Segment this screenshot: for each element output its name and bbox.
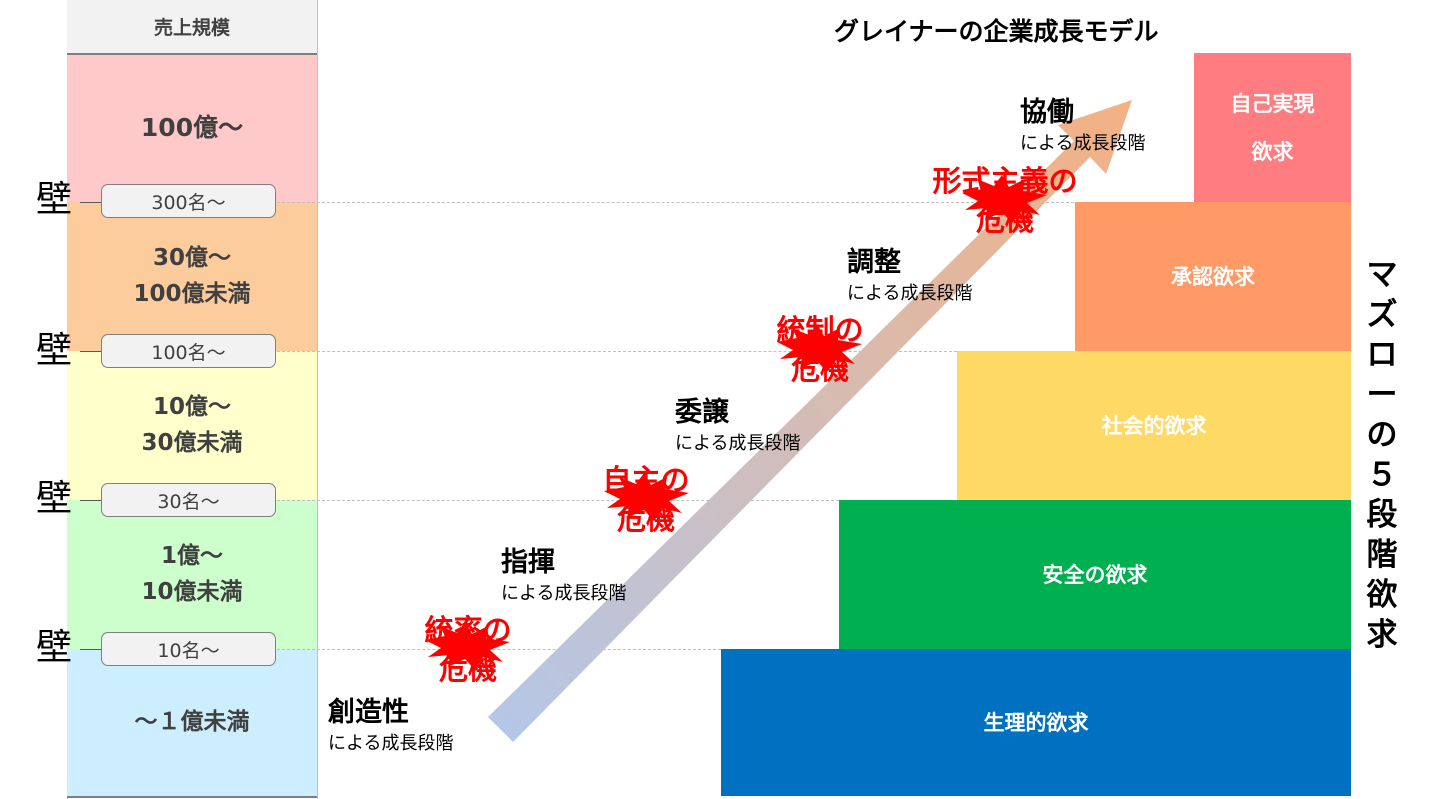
maslow-level-safety: 安全の欲求 (839, 500, 1351, 649)
stage-subtitle: による成長段階 (1020, 133, 1146, 154)
maslow-level-text: 自己実現 (1230, 91, 1315, 116)
stage-title: 委譲 (675, 397, 729, 428)
crisis-control: 統制の 危機 (760, 311, 880, 389)
stage-subtitle: による成長段階 (501, 583, 627, 604)
maslow-level-esteem: 承認欲求 (1075, 202, 1351, 351)
title-char: ５ (1366, 457, 1398, 493)
page-title: グレイナーの企業成長モデル (834, 17, 1159, 46)
title-char: 求 (1366, 617, 1398, 653)
band-text: 100億未満 (133, 280, 251, 307)
stage-direction: 指揮 による成長段階 (501, 540, 626, 605)
growth-arrow (488, 100, 1132, 742)
column-right-border (317, 0, 318, 799)
title-char: 欲 (1366, 577, 1398, 613)
title-char: ロ (1366, 337, 1398, 373)
crisis-red-tape: 形式主義の 危機 (920, 162, 1090, 240)
band-text: 1億〜 (160, 542, 223, 569)
band-text: 30億〜 (152, 244, 231, 271)
employee-count-badge: 30名〜 (101, 483, 276, 517)
revenue-column-bottom-line (67, 796, 317, 798)
revenue-band-under-1oku: 〜１億未満 (67, 649, 317, 796)
band-text: 10億未満 (141, 578, 243, 605)
crisis-leadership: 統率の 危機 (408, 611, 528, 689)
band-text: 30億未満 (141, 429, 243, 456)
revenue-band-1oku: 1億〜 10億未満 (67, 500, 317, 649)
stage-title: 指揮 (501, 547, 555, 578)
wall-dashed-line (277, 500, 839, 501)
maslow-level-physiological: 生理的欲求 (721, 649, 1351, 796)
maslow-level-text: 安全の欲求 (1042, 562, 1148, 587)
wall-tick (80, 351, 102, 352)
wall-label: 壁 (36, 330, 73, 371)
stage-coordination: 調整 による成長段階 (847, 240, 972, 305)
revenue-band-10oku: 10億〜 30億未満 (67, 351, 317, 500)
band-text: 100億〜 (140, 113, 244, 143)
wall-tick (80, 649, 102, 650)
maslow-level-self-actualization: 自己実現 欲求 (1194, 53, 1351, 202)
crisis-starburst-icon (604, 473, 689, 521)
revenue-band-30oku: 30億〜 100億未満 (67, 202, 317, 351)
stage-title: 協働 (1020, 97, 1074, 128)
title-char: ー (1366, 377, 1398, 413)
wall-label: 壁 (36, 478, 73, 519)
crisis-text: 統率の (424, 613, 512, 647)
stage-subtitle: による成長段階 (847, 283, 973, 304)
title-char: 階 (1366, 537, 1398, 573)
stage-subtitle: による成長段階 (675, 433, 801, 454)
crisis-starburst-icon (425, 622, 510, 670)
employee-count-badge: 10名〜 (101, 632, 276, 666)
band-text: 10億〜 (152, 393, 231, 420)
crisis-starburst-icon (962, 175, 1047, 223)
revenue-band-100oku: 100億〜 (67, 55, 317, 202)
band-text: 〜１億未満 (134, 708, 250, 735)
title-char: ズ (1366, 297, 1398, 333)
wall-dashed-line (277, 649, 721, 650)
stage-collaboration: 協働 による成長段階 (1020, 90, 1145, 155)
stage-subtitle: による成長段階 (328, 733, 454, 754)
employee-count-badge: 100名〜 (101, 334, 276, 368)
crisis-starburst-icon (777, 324, 862, 372)
wall-tick (80, 202, 102, 203)
maslow-level-text: 承認欲求 (1171, 264, 1255, 289)
crisis-text: 危機 (616, 502, 675, 536)
stage-creativity: 創造性 による成長段階 (328, 690, 453, 755)
stage-title: 調整 (847, 247, 901, 278)
title-char: の (1366, 417, 1398, 453)
crisis-text: 自主の (602, 463, 690, 497)
wall-dashed-line (277, 351, 957, 352)
wall-dashed-line (277, 202, 1074, 203)
crisis-text: 形式主義の (932, 164, 1078, 198)
crisis-autonomy: 自主の 危機 (586, 461, 706, 539)
crisis-text: 危機 (975, 203, 1034, 237)
maslow-level-text: 欲求 (1251, 139, 1294, 164)
maslow-level-social: 社会的欲求 (957, 351, 1351, 500)
crisis-text: 危機 (790, 352, 849, 386)
wall-tick (80, 500, 102, 501)
employee-count-badge: 300名〜 (101, 184, 276, 218)
crisis-text: 危機 (438, 652, 497, 686)
wall-label: 壁 (36, 627, 73, 668)
title-char: マ (1366, 257, 1398, 293)
maslow-level-text: 社会的欲求 (1101, 413, 1207, 438)
revenue-column-header: 売上規模 (67, 0, 317, 55)
stage-delegation: 委譲 による成長段階 (675, 390, 800, 455)
maslow-vertical-title: マ ズ ロ ー の ５ 段 階 欲 求 (1360, 255, 1404, 655)
stage-title: 創造性 (328, 697, 409, 728)
maslow-level-text: 生理的欲求 (983, 710, 1089, 735)
title-char: 段 (1366, 497, 1398, 533)
wall-label: 壁 (36, 179, 73, 220)
crisis-text: 統制の (776, 313, 864, 347)
